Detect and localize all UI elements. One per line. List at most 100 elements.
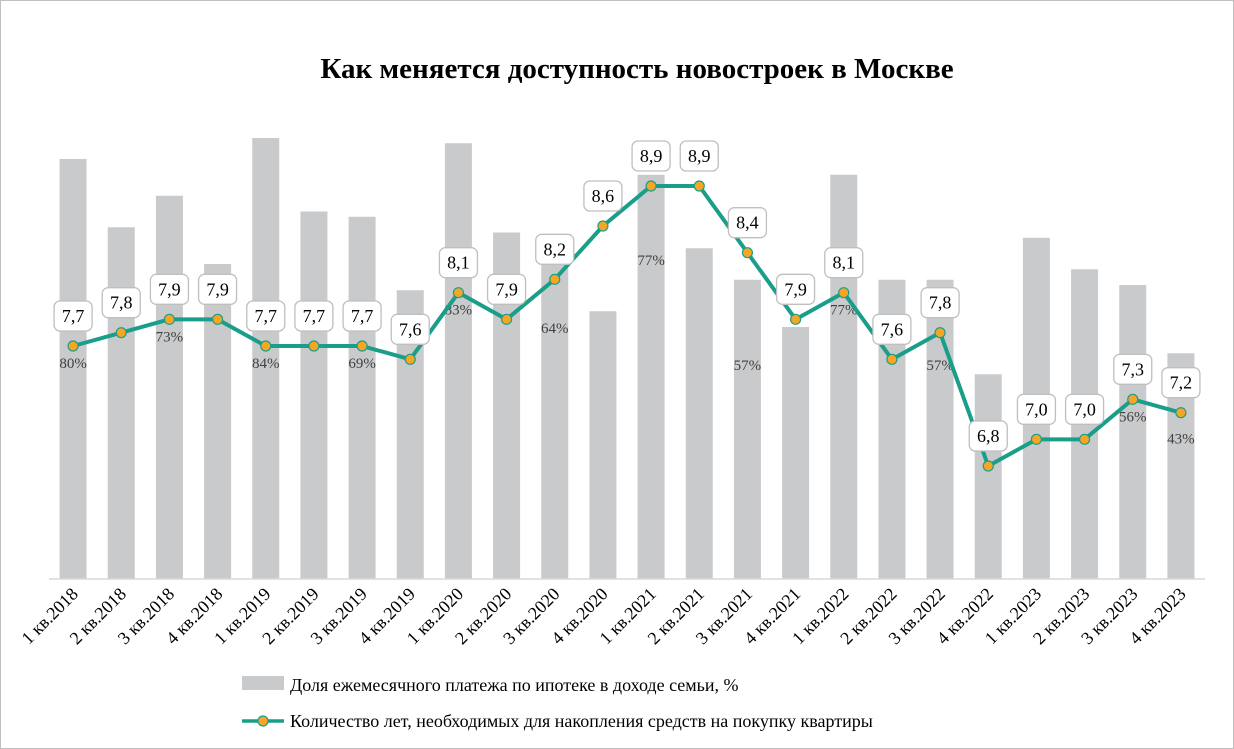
line-value-label: 7,9	[158, 279, 181, 299]
line-point-22	[1078, 433, 1091, 445]
line-value-label: 8,9	[640, 146, 663, 166]
legend: Доля ежемесячного платежа по ипотеке в д…	[242, 675, 873, 731]
bar-6	[300, 211, 328, 579]
line-value-label: 6,8	[977, 426, 1000, 446]
line-point-1	[67, 340, 79, 352]
line-label-box	[775, 273, 816, 305]
line-value-label: 7,0	[1073, 399, 1096, 419]
bar-5	[252, 138, 280, 579]
bars-layer	[59, 138, 1195, 579]
line-label-box	[342, 300, 382, 332]
line-point-10	[500, 313, 513, 325]
line-label-box	[438, 247, 479, 279]
bar-13	[637, 174, 665, 579]
line-label-box	[727, 207, 768, 239]
bar-value-label: 83%	[445, 303, 473, 319]
line-value-label: 8,9	[688, 146, 711, 166]
line-value-label: 7,6	[881, 319, 904, 339]
line-label-box	[583, 180, 623, 212]
bar-value-label: 43%	[1167, 431, 1195, 447]
line-point-12	[597, 220, 609, 232]
chart-title: Как меняется доступность новостроек в Мо…	[320, 53, 953, 85]
bar-3	[155, 195, 183, 579]
bar-14	[685, 248, 713, 579]
line-layer: 7,7 7,8 7,9 7,9 7,7 7,7 7,7 7,6 8,1 7,9 8,2 8,6 8,9 8…	[53, 140, 1201, 472]
line-label-box	[1016, 393, 1057, 425]
line-value-label: 7,3	[1122, 359, 1145, 379]
line-point-23	[1127, 393, 1139, 405]
line-label-box	[679, 140, 719, 172]
line-label-box	[246, 300, 286, 332]
bar-9	[444, 143, 472, 579]
line-point-8	[404, 353, 416, 365]
line-label-box	[486, 273, 527, 305]
line-value-label: 8,2	[544, 239, 567, 259]
line-point-18	[886, 353, 898, 365]
line-value-label: 7,7	[303, 306, 326, 326]
line-point-4	[211, 313, 224, 325]
bar-2	[107, 227, 135, 579]
line-label-box	[390, 313, 430, 345]
line-point-7	[356, 340, 368, 352]
bar-value-label: 77%	[830, 303, 858, 319]
line-label-box	[1113, 353, 1153, 385]
line-label-box	[1064, 393, 1105, 425]
line-value-label: 7,9	[784, 279, 807, 299]
bar-23	[1119, 285, 1147, 579]
line-label-box	[197, 273, 238, 305]
legend-bar-swatch	[242, 676, 284, 690]
line-label-box	[968, 420, 1008, 452]
bar-value-label: 84%	[252, 356, 280, 372]
line-value-label: 7,9	[206, 279, 229, 299]
line-label-box	[872, 313, 912, 345]
legend-line-label: Количество лет, необходимых для накоплен…	[290, 711, 873, 731]
bar-11	[541, 243, 569, 579]
line-value-label: 8,1	[833, 253, 856, 273]
line-point-5	[260, 340, 272, 352]
bar-20	[974, 374, 1002, 579]
bar-15	[733, 279, 761, 579]
line-point-14	[693, 180, 705, 192]
bar-value-label: 73%	[156, 329, 184, 345]
bar-17	[830, 174, 858, 579]
bar-value-label: 80%	[59, 356, 87, 372]
line-value-label: 7,9	[495, 279, 518, 299]
bar-16	[782, 327, 810, 579]
line-value-label: 7,7	[351, 306, 374, 326]
line-value-label: 7,8	[110, 293, 133, 313]
line-point-20	[982, 460, 994, 472]
line-point-19	[934, 327, 946, 339]
line-label-box	[535, 233, 575, 265]
line-label-box	[53, 300, 93, 332]
bar-labels-layer: 80% 73% 84% 69% 83% 64% 77% 57% 77% 57% 56% 43%	[59, 253, 1194, 448]
line-value-label: 7,8	[929, 293, 952, 313]
line-label-box	[824, 247, 864, 279]
line-point-3	[163, 313, 176, 325]
legend-line-marker	[257, 715, 269, 727]
line-point-21	[1030, 433, 1043, 445]
line-label-box	[920, 287, 960, 319]
line-label-box	[149, 273, 190, 305]
line-label-box	[631, 140, 671, 172]
line-value-label: 7,0	[1025, 399, 1048, 419]
bar-1	[59, 159, 87, 579]
line-value-label: 8,6	[592, 186, 615, 206]
line-series-path	[72, 184, 1182, 468]
line-value-label: 7,7	[62, 306, 85, 326]
line-label-box	[101, 287, 141, 319]
line-point-13	[645, 180, 657, 192]
line-point-6	[308, 340, 320, 352]
bar-value-label: 57%	[926, 358, 954, 374]
bar-7	[348, 216, 376, 579]
line-point-9	[452, 287, 465, 299]
bar-value-label: 77%	[637, 253, 665, 269]
line-point-11	[549, 273, 561, 285]
line-point-15	[741, 247, 754, 259]
bar-value-label: 57%	[734, 358, 762, 374]
line-label-box	[294, 300, 334, 332]
line-value-label: 8,1	[447, 253, 470, 273]
bar-value-label: 64%	[541, 321, 569, 337]
